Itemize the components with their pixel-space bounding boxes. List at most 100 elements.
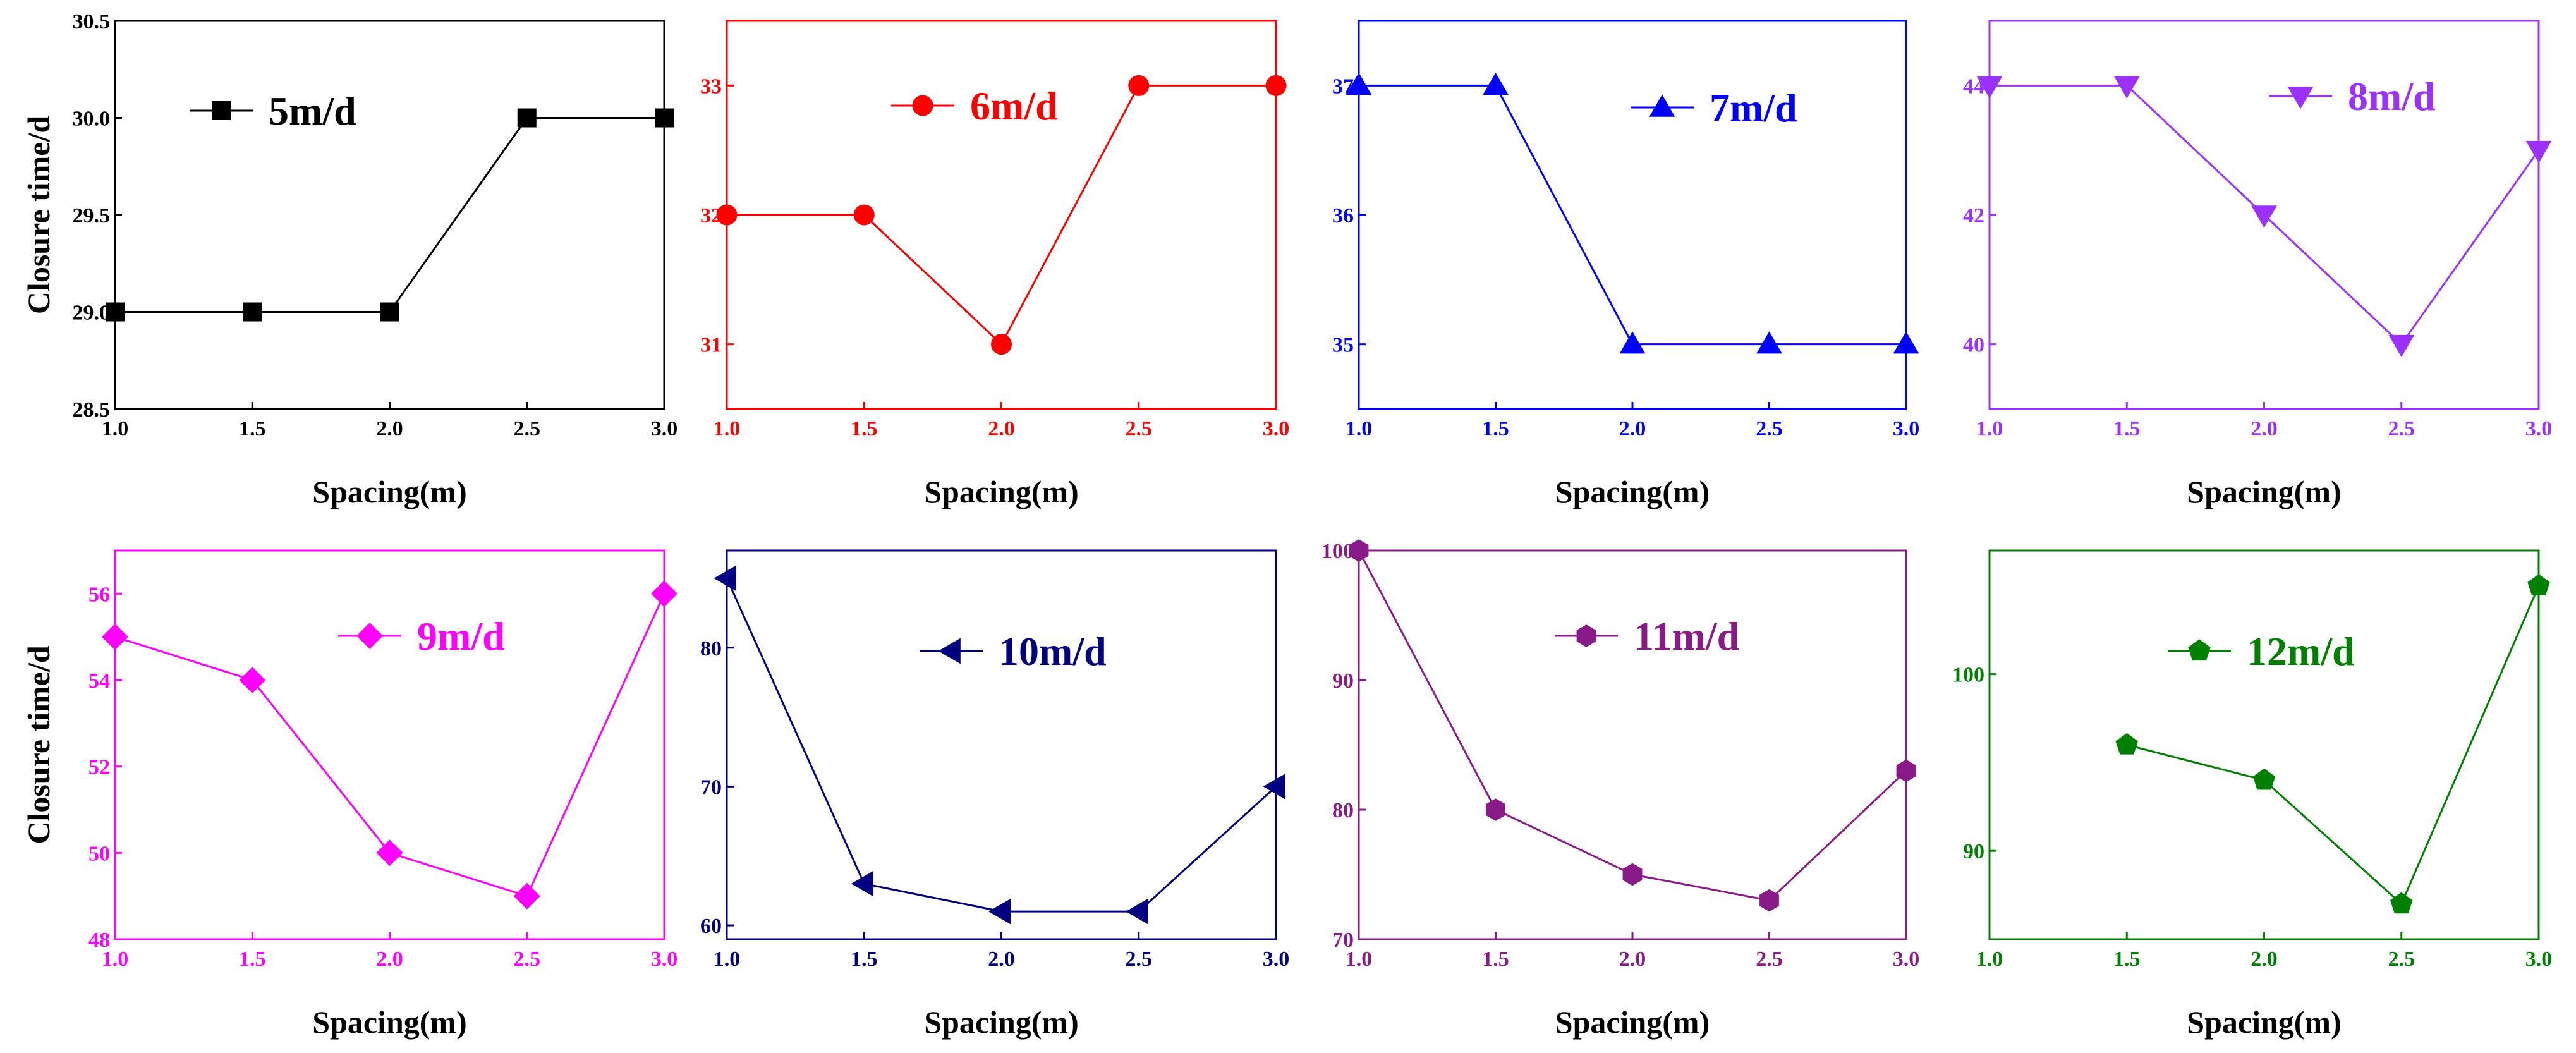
data-point	[1896, 759, 1916, 782]
x-axis-title: Spacing(m)	[1555, 1004, 1710, 1040]
data-point	[1622, 863, 1643, 886]
legend-marker	[356, 623, 384, 650]
x-tick-label: 3.0	[1263, 417, 1290, 441]
y-tick-label: 70	[1332, 928, 1354, 952]
data-point	[1349, 539, 1369, 562]
y-tick-label: 29.5	[73, 204, 111, 228]
x-tick-label: 2.0	[2251, 417, 2278, 441]
x-tick-label: 2.5	[1756, 947, 1783, 971]
x-tick-label: 2.5	[2388, 947, 2415, 971]
data-point	[2388, 334, 2415, 358]
y-axis-title: Closure time/d	[21, 116, 56, 315]
x-tick-label: 3.0	[651, 417, 678, 441]
data-point	[1619, 331, 1646, 354]
legend: 8m/d	[2269, 74, 2436, 119]
x-tick-label: 1.0	[102, 947, 129, 971]
y-tick-label: 42	[1963, 204, 1984, 228]
y-tick-label: 54	[88, 669, 110, 693]
data-point	[2525, 140, 2552, 164]
y-tick-label: 29.0	[73, 301, 111, 325]
legend-label: 9m/d	[417, 614, 505, 659]
series-line	[2126, 585, 2540, 906]
chart-panel-5: 1.0 1.5 2.0 2.5 3.0 48 50 52 54 56 Spacing(m) Closu…	[21, 549, 678, 1040]
y-tick-label: 70	[700, 776, 722, 799]
chart-panel-1: 1.0 1.5 2.0 2.5 3.0 28.5 29.0 29.5 30.0 30.5 Spaci…	[21, 10, 677, 509]
data-point	[988, 898, 1011, 925]
data-point	[2113, 76, 2140, 99]
legend-marker	[938, 638, 961, 664]
data-point	[1976, 76, 2003, 99]
x-tick-label: 2.0	[1619, 417, 1646, 441]
chart-panel-8: 1.0 1.5 2.0 2.5 3.0 90 100 Spacing(m) 12m/d	[1952, 549, 2552, 1040]
x-tick-label: 1.5	[851, 947, 878, 971]
legend: 5m/d	[190, 88, 356, 133]
data-point	[1265, 75, 1287, 96]
legend-label: 5m/d	[269, 88, 356, 133]
data-point	[102, 623, 129, 650]
data-point	[2251, 205, 2277, 228]
chart-panel-7: 1.0 1.5 2.0 2.5 3.0 70 80 90 100 Spacing(m) 11m/d	[1321, 539, 1920, 1040]
y-tick-label: 52	[88, 756, 110, 779]
legend-marker	[1649, 94, 1675, 117]
data-point	[651, 580, 678, 607]
x-tick-label: 2.0	[376, 417, 403, 441]
legend: 9m/d	[338, 614, 505, 659]
legend-label: 12m/d	[2247, 629, 2355, 674]
x-tick-label: 1.5	[2113, 947, 2141, 971]
x-tick-label: 2.0	[1619, 947, 1646, 971]
x-tick-label: 3.0	[1893, 947, 1920, 971]
x-tick-label: 1.0	[102, 417, 129, 441]
data-point	[655, 108, 674, 128]
data-point	[714, 565, 736, 592]
x-tick-label: 2.5	[1126, 947, 1153, 971]
x-axis-title: Spacing(m)	[924, 1004, 1078, 1040]
legend-marker	[2287, 87, 2314, 109]
x-tick-label: 1.0	[1976, 947, 2003, 971]
x-tick-label: 1.0	[714, 417, 741, 441]
legend-marker	[212, 101, 231, 120]
data-point	[851, 870, 873, 897]
legend: 10m/d	[920, 629, 1107, 674]
series-8m/d	[1976, 76, 2552, 358]
legend-marker	[1576, 624, 1596, 647]
series-11m/d	[1349, 539, 1916, 912]
series-line	[1358, 550, 1907, 902]
data-point	[1759, 889, 1779, 912]
data-point	[243, 302, 262, 322]
data-point	[2527, 574, 2550, 595]
legend-marker	[2188, 639, 2211, 661]
legend-marker	[912, 95, 933, 116]
y-tick-label: 90	[1963, 840, 1984, 863]
legend-label: 10m/d	[999, 629, 1107, 674]
data-point	[853, 204, 875, 226]
y-tick-label: 56	[88, 583, 110, 606]
y-axis-title: Closure time/d	[21, 645, 56, 844]
data-point	[1128, 75, 1150, 96]
data-point	[2390, 892, 2413, 914]
x-tick-label: 2.5	[1756, 417, 1783, 441]
y-tick-label: 40	[1963, 334, 1984, 357]
x-tick-label: 3.0	[651, 947, 678, 971]
y-tick-label: 36	[1332, 204, 1354, 228]
legend-label: 8m/d	[2348, 74, 2436, 119]
data-point	[513, 882, 540, 910]
y-tick-label: 28.5	[73, 398, 111, 422]
x-tick-label: 1.5	[239, 947, 266, 971]
data-point	[517, 108, 537, 128]
series-5m/d	[106, 108, 674, 322]
x-tick-label: 3.0	[1893, 417, 1920, 441]
x-axis-title: Spacing(m)	[2187, 474, 2341, 509]
x-tick-label: 2.0	[376, 947, 403, 971]
x-tick-label: 1.5	[2113, 417, 2141, 441]
legend: 11m/d	[1555, 614, 1739, 659]
data-point	[376, 839, 403, 867]
legend-label: 6m/d	[970, 83, 1058, 128]
y-tick-label: 30.0	[73, 107, 111, 131]
x-tick-label: 2.5	[514, 947, 541, 971]
y-tick-label: 31	[700, 334, 722, 357]
x-tick-label: 2.0	[988, 417, 1015, 441]
legend-label: 7m/d	[1710, 85, 1797, 130]
data-point	[716, 204, 738, 226]
